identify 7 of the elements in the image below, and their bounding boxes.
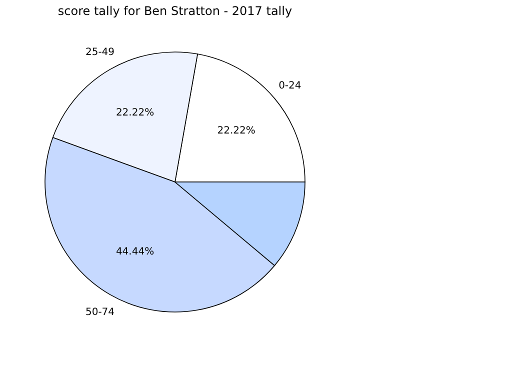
data-label: 22.22%: [217, 126, 256, 137]
slice-label: 0-24: [278, 80, 302, 92]
chart-title: score tally for Ben Stratton - 2017 tally: [58, 4, 292, 18]
slice-label: 25-49: [85, 47, 115, 58]
data-label: 44.44%: [116, 246, 154, 258]
data-label: 22.22%: [116, 108, 154, 119]
slice-label: 50-74: [85, 306, 115, 318]
